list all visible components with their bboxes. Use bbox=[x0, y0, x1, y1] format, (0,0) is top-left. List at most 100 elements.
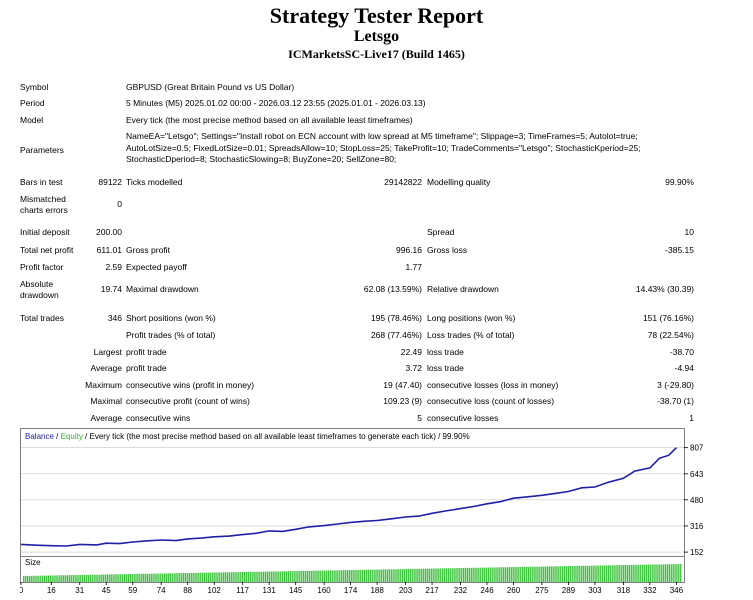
size-bar bbox=[205, 572, 208, 582]
average-profit-label: profit trade bbox=[126, 363, 167, 373]
size-chart: Size 0 16 31 45 59 74 88 102 117 131 145 160 174 188 2… bbox=[20, 556, 685, 595]
size-bar bbox=[579, 565, 581, 582]
size-bar bbox=[310, 570, 312, 582]
size-bar bbox=[527, 566, 530, 582]
size-bar bbox=[87, 574, 90, 582]
size-bar bbox=[436, 568, 438, 582]
size-bar bbox=[240, 572, 242, 582]
size-bar bbox=[70, 575, 72, 582]
size-bar bbox=[402, 569, 404, 582]
size-bar bbox=[76, 575, 78, 582]
size-bar bbox=[603, 565, 606, 582]
size-bar bbox=[158, 573, 160, 582]
ticks-label: Ticks modelled bbox=[126, 177, 183, 187]
size-bar bbox=[308, 570, 311, 582]
size-bar bbox=[643, 564, 646, 582]
spread-label: Spread bbox=[427, 227, 455, 237]
size-bar bbox=[558, 566, 560, 582]
size-bar bbox=[680, 564, 682, 582]
size-bar bbox=[571, 566, 573, 582]
size-bar bbox=[28, 575, 31, 582]
size-bar bbox=[647, 564, 650, 582]
size-bar bbox=[282, 571, 284, 582]
size-bar bbox=[285, 571, 288, 582]
chart-legend: Balance / Equity / Every tick (the most … bbox=[25, 432, 470, 441]
size-bar bbox=[375, 569, 377, 582]
size-bar bbox=[30, 575, 32, 582]
size-bar bbox=[99, 574, 101, 582]
size-bar bbox=[443, 568, 446, 582]
max-dd-label: Maximal drawdown bbox=[126, 284, 199, 294]
size-bar bbox=[670, 564, 672, 582]
size-bar bbox=[329, 570, 331, 582]
size-bar bbox=[632, 564, 634, 582]
size-bar bbox=[236, 572, 238, 582]
size-bar bbox=[363, 569, 366, 582]
net-profit-value: 611.01 bbox=[96, 245, 122, 255]
average-label: Average bbox=[90, 363, 122, 373]
size-bar bbox=[259, 571, 261, 582]
size-bar bbox=[582, 565, 585, 582]
size-bar bbox=[447, 568, 450, 582]
size-bar bbox=[563, 566, 566, 582]
size-bar bbox=[112, 574, 114, 582]
size-bar bbox=[276, 571, 278, 582]
size-bar bbox=[659, 564, 661, 582]
size-bar bbox=[287, 571, 290, 582]
size-bar bbox=[611, 565, 613, 582]
size-bar bbox=[173, 573, 175, 582]
x-tick-label: 318 bbox=[617, 586, 631, 595]
size-bar bbox=[520, 566, 522, 582]
x-tick-label: 332 bbox=[643, 586, 657, 595]
size-bar bbox=[483, 567, 486, 582]
avg-cons-losses-value: 1 bbox=[689, 413, 694, 423]
size-bar bbox=[533, 566, 535, 582]
size-bar bbox=[188, 572, 191, 582]
size-bar bbox=[68, 575, 71, 582]
expected-payoff-label: Expected payoff bbox=[126, 262, 187, 272]
size-bar bbox=[139, 573, 141, 582]
size-bar bbox=[181, 573, 183, 582]
average-profit-value: 3.72 bbox=[405, 363, 422, 373]
size-bar bbox=[661, 564, 663, 582]
size-bar bbox=[371, 569, 373, 582]
size-bar bbox=[272, 571, 274, 582]
size-bar bbox=[196, 572, 198, 582]
size-bar bbox=[141, 573, 143, 582]
size-bar bbox=[590, 565, 592, 582]
size-bar bbox=[360, 569, 362, 582]
size-bar bbox=[49, 575, 51, 582]
size-bar bbox=[398, 569, 400, 582]
abs-dd-value: 19.74 bbox=[100, 284, 122, 294]
size-bar bbox=[411, 568, 413, 582]
size-bar bbox=[622, 565, 625, 582]
size-bar bbox=[211, 572, 213, 582]
x-tick-label: 303 bbox=[588, 586, 602, 595]
size-bar bbox=[464, 567, 467, 582]
abs-dd-label: Absolute drawdown bbox=[20, 279, 59, 300]
size-bar bbox=[78, 574, 80, 582]
balance-series-line bbox=[20, 447, 677, 547]
parameters-value: NameEA="Letsgo"; Settings="Install robot… bbox=[126, 131, 641, 164]
size-bar bbox=[567, 566, 570, 582]
size-bar bbox=[466, 567, 469, 582]
size-bar bbox=[249, 571, 251, 582]
size-bar bbox=[301, 570, 303, 582]
size-bar bbox=[523, 566, 526, 582]
size-bar bbox=[219, 572, 221, 582]
size-bar bbox=[116, 574, 118, 582]
average2-label: Average bbox=[90, 413, 122, 423]
x-tick-label: 232 bbox=[454, 586, 468, 595]
size-bar bbox=[417, 568, 419, 582]
size-bar bbox=[190, 572, 192, 582]
size-bar bbox=[516, 567, 518, 582]
size-bar bbox=[537, 566, 539, 582]
x-tick-label: 203 bbox=[399, 586, 413, 595]
size-bar bbox=[430, 568, 432, 582]
size-bar bbox=[242, 572, 244, 582]
size-bar bbox=[42, 575, 44, 582]
size-bar bbox=[577, 565, 579, 582]
size-bar bbox=[600, 565, 602, 582]
size-bar bbox=[95, 574, 97, 582]
size-bar bbox=[457, 568, 459, 582]
